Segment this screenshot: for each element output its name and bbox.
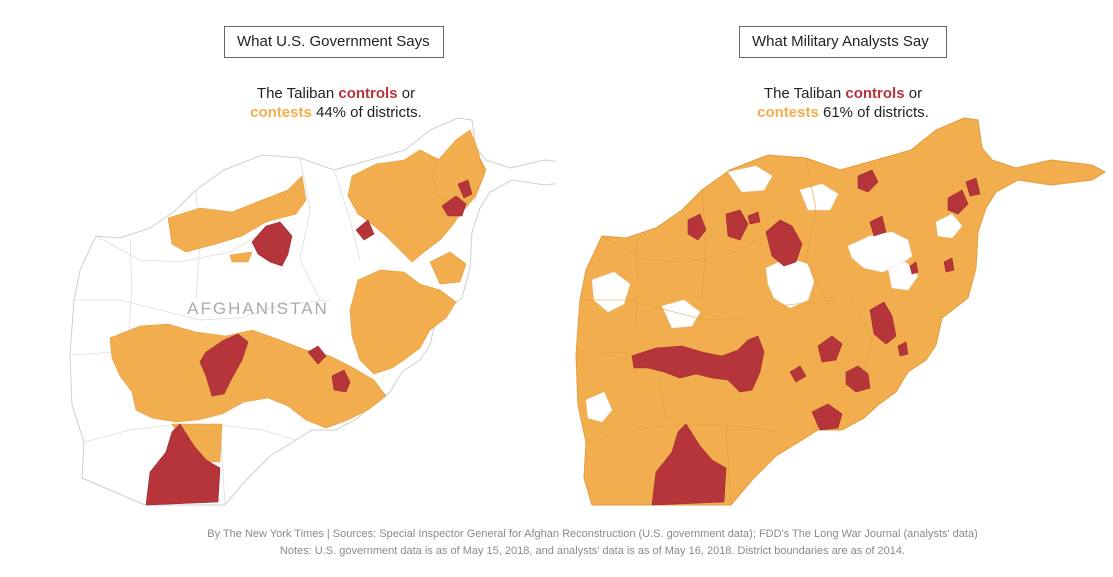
controlled-region-zabul — [331, 369, 351, 393]
contested-region-east-small — [429, 251, 467, 285]
legend-contests-label: contests — [250, 104, 312, 121]
contested-region-badakhshan — [431, 129, 485, 209]
country-label: AFGHANISTAN — [187, 299, 329, 318]
controlled-region-northwest-1 — [687, 213, 707, 241]
controlled-region-faryab — [251, 221, 293, 267]
government-pocket-kabul — [847, 231, 913, 273]
controlled-region-logar — [897, 341, 909, 357]
controlled-districts — [145, 179, 473, 506]
controlled-region-helmand-kandahar — [631, 335, 765, 393]
subtitle-prefix: The Taliban — [763, 85, 846, 102]
government-subtitle: The Taliban controls or contests 44% of … — [186, 84, 486, 122]
legend-controls-label: controls — [845, 85, 905, 102]
source-credit: By The New York Times | Sources: Special… — [207, 528, 978, 540]
government-map-panel: AFGHANISTAN What U.S. Government Says Th… — [0, 0, 556, 520]
controlled-region-north-east-1 — [857, 169, 879, 193]
contested-region-northwest-strip — [229, 251, 253, 263]
analysts-title-box: What Military Analysts Say — [739, 26, 947, 58]
controlled-region-central-east-1 — [909, 261, 919, 275]
subtitle-prefix: The Taliban — [256, 85, 339, 102]
controlled-region-helmand — [199, 333, 249, 397]
controlled-region-badakhshan-dot — [457, 179, 473, 199]
controlled-region-paktika — [845, 365, 871, 393]
government-pocket-north — [727, 165, 773, 193]
government-pocket-north-2 — [799, 183, 839, 211]
controlled-region-southeast — [811, 403, 843, 431]
subtitle-suffix: 44% of districts. — [311, 104, 422, 121]
controlled-region-central-east-2 — [943, 257, 955, 273]
government-pocket-southwest — [585, 391, 613, 423]
subtitle-or: or — [397, 85, 416, 102]
controlled-region-badakhshan — [965, 177, 981, 197]
controlled-region-ghazni — [307, 345, 327, 365]
government-district-map: AFGHANISTAN — [69, 117, 556, 506]
subtitle-suffix: 61% of districts. — [818, 104, 929, 121]
controlled-region-wardak — [869, 301, 897, 345]
subtitle-or: or — [904, 85, 923, 102]
controlled-region-kunduz — [947, 189, 969, 215]
analysts-subtitle: The Taliban controls or contests 61% of … — [693, 84, 993, 122]
controlled-region-kunduz — [441, 195, 467, 217]
afghanistan-outline — [575, 117, 1107, 506]
controlled-region-ghazni — [817, 335, 843, 363]
analysts-map-panel: What Military Analysts Say The Taliban c… — [557, 0, 1113, 520]
controlled-region-zabul — [789, 365, 807, 383]
controlled-districts — [631, 169, 981, 506]
contested-districts — [109, 129, 487, 463]
controlled-region-north-small — [355, 219, 375, 241]
legend-controls-label: controls — [338, 85, 398, 102]
controlled-region-northwest-2 — [725, 209, 749, 241]
controlled-region-south-border — [651, 423, 727, 506]
analysts-district-map — [575, 117, 1107, 506]
government-title-box: What U.S. Government Says — [224, 26, 444, 58]
district-boundaries — [577, 157, 873, 506]
contested-region-east — [349, 269, 457, 375]
controlled-region-faryab — [765, 219, 803, 267]
controlled-region-north-east-2 — [869, 215, 887, 237]
government-districts — [585, 165, 963, 423]
source-notes: Notes: U.S. government data is as of May… — [279, 545, 906, 557]
legend-contests-label: contests — [757, 104, 819, 121]
controlled-region-northwest-3 — [747, 211, 761, 225]
contested-region-south-central — [109, 323, 387, 429]
contested-region-north — [167, 175, 307, 253]
controlled-region-south-border — [145, 423, 221, 506]
government-pocket-badakhshan — [935, 213, 963, 239]
